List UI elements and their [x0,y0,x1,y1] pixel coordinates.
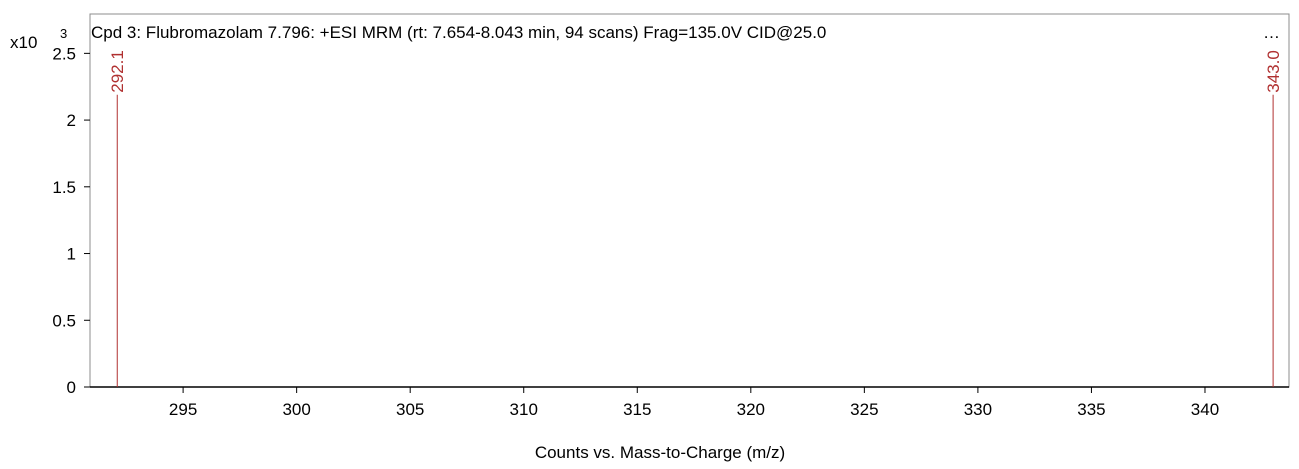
x-tick-label: 305 [396,400,424,419]
y-tick-label: 1.5 [52,178,76,197]
x-tick-label: 315 [623,400,651,419]
plot-frame [89,13,1290,388]
x-tick-label: 295 [169,400,197,419]
y-tick-label: 2.5 [52,44,76,63]
x-tick-label: 300 [282,400,310,419]
x-tick-label: 340 [1191,400,1219,419]
peak-label: 343.0 [1264,50,1283,93]
x-tick-label: 335 [1077,400,1105,419]
x-tick-label: 320 [737,400,765,419]
title-overflow-ellipsis: … [1263,23,1280,42]
x-tick-label: 325 [850,400,878,419]
x-tick-label: 310 [510,400,538,419]
y-multiplier-exponent: 3 [60,26,67,41]
x-tick-label: 330 [964,400,992,419]
y-tick-label: 1 [67,245,76,264]
y-tick-label: 0.5 [52,311,76,330]
peak-label: 292.1 [108,50,127,93]
x-axis-label: Counts vs. Mass-to-Charge (m/z) [535,443,785,462]
y-multiplier-base: x10 [10,33,37,52]
y-tick-label: 0 [67,378,76,397]
y-tick-label: 2 [67,111,76,130]
chart-title: Cpd 3: Flubromazolam 7.796: +ESI MRM (rt… [91,23,826,42]
